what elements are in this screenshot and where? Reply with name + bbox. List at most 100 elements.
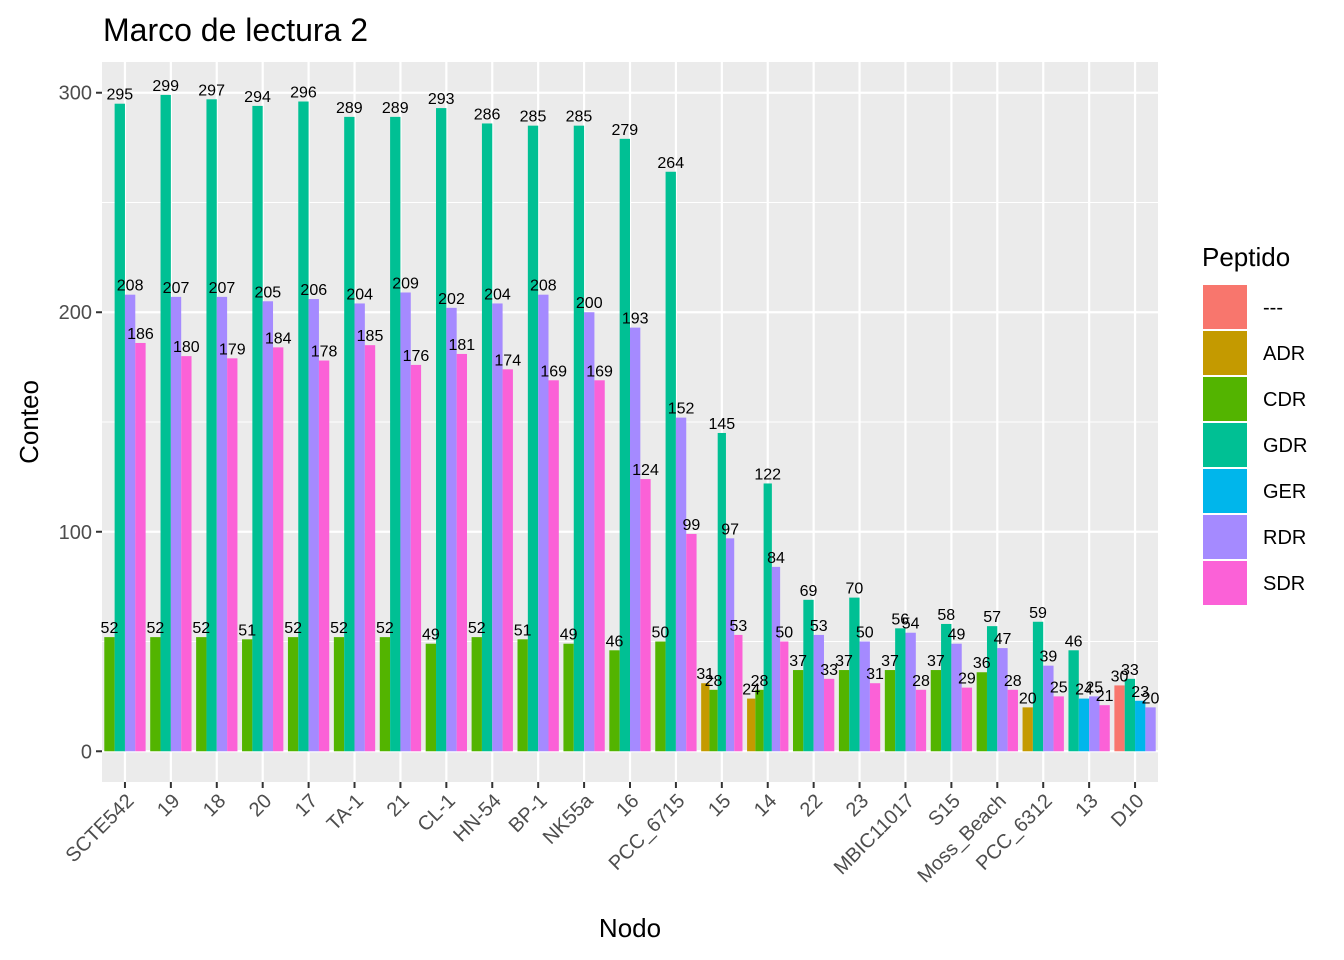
data-label: 186	[127, 326, 154, 343]
data-label: 28	[1004, 673, 1022, 690]
data-label: 52	[330, 620, 348, 637]
bar	[471, 637, 482, 752]
data-label: 70	[846, 581, 864, 598]
bar	[640, 479, 651, 752]
data-label: 37	[789, 653, 807, 670]
data-label: 152	[668, 401, 695, 418]
data-label: 51	[238, 622, 256, 639]
data-label: 31	[866, 666, 884, 683]
y-axis: 0 100 200 300	[59, 83, 102, 763]
x-tick-label: TA-1	[323, 790, 368, 835]
bar	[584, 312, 595, 752]
data-label: 56	[891, 611, 909, 628]
data-label: 69	[800, 583, 818, 600]
bar	[838, 670, 850, 752]
bar	[665, 171, 676, 752]
x-axis-title: Nodo	[599, 913, 661, 943]
legend-label: ADR	[1263, 343, 1305, 365]
bar	[803, 599, 814, 752]
bar	[538, 294, 549, 752]
bar	[1053, 696, 1064, 752]
bar	[747, 698, 756, 752]
data-label: 209	[392, 275, 419, 292]
x-tick-label: S15	[924, 790, 965, 831]
bar	[333, 637, 345, 752]
x-tick-label: 18	[199, 790, 230, 821]
x-tick-label: 13	[1071, 790, 1102, 821]
data-label: 21	[1096, 688, 1114, 705]
bar	[481, 123, 493, 752]
bar	[976, 672, 987, 752]
bar	[563, 643, 574, 752]
x-tick-label: 17	[291, 790, 322, 821]
bar	[609, 650, 620, 752]
x-tick-label: 15	[704, 790, 735, 821]
data-label: 20	[1142, 690, 1160, 707]
bar	[308, 299, 319, 752]
data-label: 185	[357, 328, 384, 345]
data-label: 174	[494, 352, 521, 369]
data-labels: 52 295 208 186 52 299 207 180 52 297 207 179 51 294 20…	[101, 78, 1160, 707]
data-label: 180	[173, 339, 200, 356]
data-label: 176	[403, 348, 430, 365]
data-label: 145	[708, 416, 735, 433]
bar	[780, 641, 789, 752]
data-label: 52	[468, 620, 486, 637]
data-label: 202	[438, 291, 465, 308]
data-label: 52	[192, 620, 210, 637]
bar	[849, 597, 860, 752]
chart-title: Marco de lectura 2	[103, 12, 368, 48]
bar	[594, 380, 605, 752]
x-tick-label: SCTE542	[62, 790, 139, 867]
legend-swatch	[1203, 377, 1247, 421]
data-label: 289	[382, 100, 409, 117]
bar	[717, 432, 726, 752]
bar	[502, 369, 513, 752]
data-label: 25	[1085, 679, 1103, 696]
bar	[318, 360, 330, 752]
data-label: 47	[994, 631, 1012, 648]
data-label: 208	[117, 278, 144, 295]
legend-swatch	[1203, 515, 1247, 559]
bar	[573, 125, 585, 752]
data-label: 49	[560, 627, 578, 644]
bar	[709, 689, 718, 752]
data-label: 37	[835, 653, 853, 670]
data-label: 208	[530, 278, 557, 295]
y-axis-title: Conteo	[14, 380, 44, 464]
data-label: 59	[1029, 605, 1047, 622]
x-tick-label: 21	[383, 790, 414, 821]
bar	[869, 683, 881, 752]
bar	[252, 105, 263, 752]
data-label: 53	[729, 618, 747, 635]
data-label: 51	[514, 622, 532, 639]
data-label: 36	[973, 655, 991, 672]
bar	[941, 623, 952, 752]
data-label: 84	[767, 550, 785, 567]
data-label: 200	[576, 295, 603, 312]
data-label: 46	[1065, 633, 1083, 650]
data-label: 285	[520, 109, 547, 126]
bar	[1078, 698, 1090, 752]
bar	[1145, 707, 1156, 752]
bar	[206, 99, 217, 752]
data-label: 20	[1019, 690, 1037, 707]
bar	[1124, 678, 1136, 752]
data-label: 50	[652, 625, 670, 642]
data-label: 264	[657, 155, 684, 172]
bar	[135, 342, 146, 752]
data-label: 52	[376, 620, 394, 637]
bar	[446, 307, 457, 752]
legend-swatch	[1203, 423, 1247, 467]
bar	[763, 483, 772, 752]
bar	[905, 632, 916, 752]
bar	[755, 689, 764, 752]
data-label: 181	[448, 337, 475, 354]
legend-swatch	[1203, 469, 1247, 513]
y-tick-label: 100	[59, 522, 92, 544]
bar	[630, 327, 641, 752]
data-label: 296	[290, 85, 317, 102]
bar	[813, 634, 824, 752]
